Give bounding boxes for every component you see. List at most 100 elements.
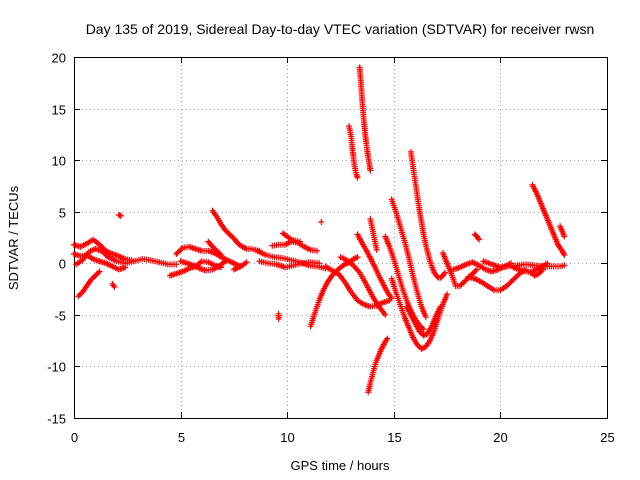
series-arc-r — [318, 219, 325, 226]
data-point — [222, 258, 229, 265]
data-point — [561, 252, 568, 259]
y-axis-ticks: -15 -10 -5 0 5 10 15 20 — [47, 51, 607, 427]
data-point — [75, 293, 82, 300]
series-arc-u — [337, 254, 389, 318]
series-arc-ae — [407, 148, 448, 281]
chart-title: Day 135 of 2019, Sidereal Day-to-day VTE… — [86, 21, 595, 37]
data-point — [275, 315, 282, 322]
series-arc-p — [279, 230, 303, 245]
series-arc-l — [230, 259, 250, 273]
data-point — [316, 260, 323, 267]
data-point — [318, 219, 325, 226]
data-point — [437, 303, 444, 310]
series-arc-e — [109, 280, 118, 291]
series-arc-w — [356, 64, 374, 174]
data-point — [384, 335, 391, 342]
y-tick-label: 5 — [59, 206, 66, 221]
data-point — [373, 246, 380, 253]
data-point — [561, 233, 568, 240]
series-arc-q — [275, 310, 282, 322]
data-point — [354, 174, 361, 181]
plot-frame — [74, 57, 608, 419]
x-tick-label: 20 — [493, 430, 507, 445]
data-point — [420, 326, 427, 333]
series-arc-c — [73, 245, 180, 268]
x-tick-label: 25 — [600, 430, 614, 445]
x-axis-ticks: 0 5 10 15 20 25 — [71, 57, 615, 445]
data-point — [228, 232, 235, 239]
series-arc-m — [254, 247, 329, 272]
data-point — [560, 250, 567, 257]
series-arc-n — [256, 258, 323, 271]
x-tick-label: 0 — [71, 430, 78, 445]
series-arc-y — [365, 335, 391, 396]
data-point — [472, 267, 479, 274]
data-point — [243, 259, 250, 266]
series-arc-j — [209, 207, 263, 254]
data-point — [540, 266, 547, 273]
data-point — [178, 246, 185, 253]
data-point — [93, 271, 100, 278]
data-point — [92, 272, 99, 279]
series-arc-ab — [388, 196, 429, 320]
series-arc-a — [71, 236, 135, 264]
series-arc-af — [439, 249, 480, 289]
data-point — [111, 284, 118, 291]
y-tick-label: -10 — [47, 360, 66, 375]
data-point — [382, 311, 389, 318]
data-point — [95, 269, 102, 276]
series-arc-v — [346, 123, 361, 181]
series-arc-t — [322, 263, 393, 310]
data-point — [476, 236, 483, 243]
data-point — [444, 291, 451, 298]
data-point — [441, 269, 448, 276]
series-arc-am — [527, 266, 547, 279]
data-point — [225, 230, 232, 237]
series-arc-z — [367, 215, 380, 253]
data-point — [354, 254, 361, 261]
data-point — [314, 247, 321, 254]
y-tick-label: -15 — [47, 412, 66, 427]
data-point — [96, 268, 103, 275]
data-point — [461, 278, 468, 285]
data-point — [367, 167, 374, 174]
x-tick-label: 5 — [178, 430, 185, 445]
y-tick-label: 20 — [52, 51, 66, 66]
series-arc-ah — [465, 266, 529, 294]
series-arc-f — [115, 211, 124, 219]
x-tick-label: 10 — [280, 430, 294, 445]
data-markers — [71, 64, 568, 396]
data-point — [218, 252, 225, 259]
y-tick-label: 0 — [59, 257, 66, 272]
y-axis-label: SDTVAR / TECUs — [6, 185, 21, 290]
data-point — [544, 260, 551, 267]
series-arc-ac — [388, 275, 451, 352]
y-tick-label: 10 — [52, 154, 66, 169]
data-point — [561, 262, 568, 269]
data-point — [117, 212, 124, 219]
series-arc-al — [529, 181, 568, 259]
series-arc-d — [75, 268, 103, 300]
data-point — [296, 238, 303, 245]
data-point — [459, 280, 466, 287]
data-point — [422, 313, 429, 320]
x-tick-label: 15 — [387, 430, 401, 445]
series-arc-an — [557, 223, 568, 240]
x-axis-label: GPS time / hours — [291, 458, 390, 473]
data-point — [388, 295, 395, 302]
series-arc-x — [354, 231, 395, 302]
series-arc-h — [173, 243, 244, 270]
series-arc-i — [177, 258, 229, 274]
data-point — [462, 277, 469, 284]
data-point — [76, 291, 83, 298]
data-point — [90, 274, 97, 281]
data-point — [226, 231, 233, 238]
grid-lines — [74, 57, 607, 418]
y-tick-label: 15 — [52, 103, 66, 118]
series-arc-ai — [471, 231, 483, 243]
series-arc-ad — [403, 303, 444, 339]
y-tick-label: -5 — [54, 309, 66, 324]
data-point — [471, 269, 478, 276]
data-point — [173, 261, 180, 268]
